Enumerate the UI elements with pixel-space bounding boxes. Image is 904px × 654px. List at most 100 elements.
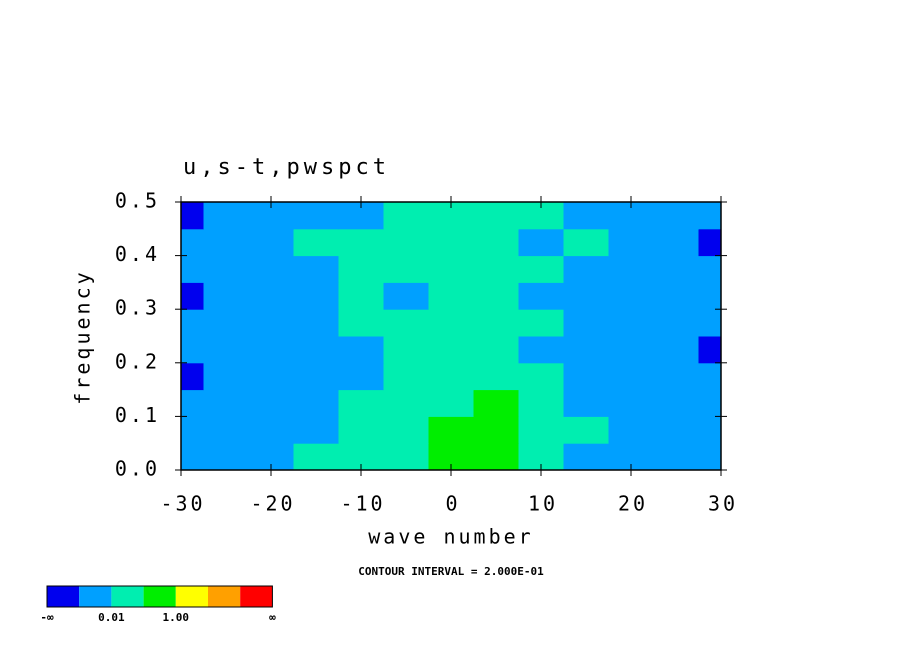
contour-cell (698, 389, 722, 417)
contour-cell (473, 255, 519, 283)
contour-cell (338, 255, 384, 283)
contour-cell (698, 202, 722, 230)
contour-cell (181, 416, 204, 444)
contour-cell (698, 255, 722, 283)
contour-cell (653, 416, 699, 444)
contour-cell (203, 362, 249, 391)
contour-cell (248, 362, 294, 391)
colorbar-swatch (175, 586, 208, 607)
contour-cell (518, 309, 564, 337)
y-tick-label: 0.5 (115, 189, 160, 213)
contour-cell (248, 416, 294, 444)
contour-cell (653, 336, 699, 364)
contour-cell (473, 362, 519, 391)
contour-cell (203, 336, 249, 364)
contour-cell (653, 389, 699, 417)
contour-cell (428, 282, 474, 310)
x-tick-label: -30 (160, 492, 205, 516)
y-tick-label: 0.1 (115, 403, 160, 427)
contour-cell (653, 255, 699, 283)
contour-cell (698, 282, 722, 310)
contour-cell (293, 362, 339, 391)
contour-cell (473, 443, 519, 471)
contour-cell (181, 443, 204, 471)
contour-cell (338, 309, 384, 337)
contour-cell (248, 228, 294, 257)
contour-cell (473, 309, 519, 337)
contour-cell (473, 416, 519, 444)
contour-cell (181, 228, 204, 257)
contour-cell (383, 228, 429, 257)
contour-cell (383, 282, 429, 310)
colorbar-label: 0.01 (98, 611, 125, 624)
contour-cell (698, 309, 722, 337)
contour-cell (383, 362, 429, 391)
contour-cell (248, 336, 294, 364)
contour-cell (563, 202, 609, 230)
contour-cell (518, 336, 564, 364)
colorbar-swatch (143, 586, 176, 607)
colorbar-label: 1.00 (163, 611, 190, 624)
colorbar-swatch (208, 586, 241, 607)
contour-cell (383, 336, 429, 364)
contour-cell (181, 362, 204, 391)
contour-cell (563, 416, 609, 444)
x-axis-label: wave number (368, 525, 533, 549)
x-tick-label: 30 (708, 492, 738, 516)
contour-cell (698, 362, 722, 391)
contour-cell (518, 362, 564, 391)
x-tick-label: 20 (618, 492, 648, 516)
contour-cell (698, 416, 722, 444)
contour-cell (563, 255, 609, 283)
contour-cell (383, 255, 429, 283)
contour-cell (428, 255, 474, 283)
annotation: CONTOUR INTERVAL = 2.000E-01 (358, 565, 544, 578)
contour-cell (203, 389, 249, 417)
contour-cell (203, 282, 249, 310)
contour-cell (203, 309, 249, 337)
contour-cell (608, 389, 654, 417)
contour-cell (293, 202, 339, 230)
contour-cell (181, 282, 204, 310)
contour-cell (293, 282, 339, 310)
y-tick-label: 0.4 (115, 242, 160, 266)
contour-cell (563, 336, 609, 364)
contour-cell (428, 389, 474, 417)
contour-cell (518, 389, 564, 417)
colorbar-frame (46, 585, 273, 608)
contour-cell (563, 228, 609, 257)
x-tick-label: -20 (250, 492, 295, 516)
contour-cell (383, 416, 429, 444)
contour-cell (608, 255, 654, 283)
colorbar-swatch (111, 586, 144, 607)
contour-cell (181, 255, 204, 283)
contour-cell (181, 389, 204, 417)
contour-cell (338, 336, 384, 364)
contour-cell (653, 362, 699, 391)
colorbar-swatch (79, 586, 112, 607)
contour-cell (473, 389, 519, 417)
contour-cell (383, 309, 429, 337)
contour-cell (428, 416, 474, 444)
contour-cell (293, 389, 339, 417)
contour-cell (428, 362, 474, 391)
contour-cell (473, 282, 519, 310)
contour-cell (653, 228, 699, 257)
y-tick-label: 0.3 (115, 296, 160, 320)
contour-cell (248, 389, 294, 417)
contour-cell (248, 309, 294, 337)
contour-cell (293, 255, 339, 283)
contour-cell (383, 202, 429, 230)
y-tick-label: 0.2 (115, 349, 160, 373)
contour-cell (473, 228, 519, 257)
contour-cell (563, 309, 609, 337)
contour-cell (608, 282, 654, 310)
contour-cell (338, 362, 384, 391)
contour-cell (698, 228, 722, 257)
contour-cell (563, 362, 609, 391)
contour-cell (608, 228, 654, 257)
contour-cell (383, 443, 429, 471)
contour-cell (248, 282, 294, 310)
contour-cell (608, 362, 654, 391)
